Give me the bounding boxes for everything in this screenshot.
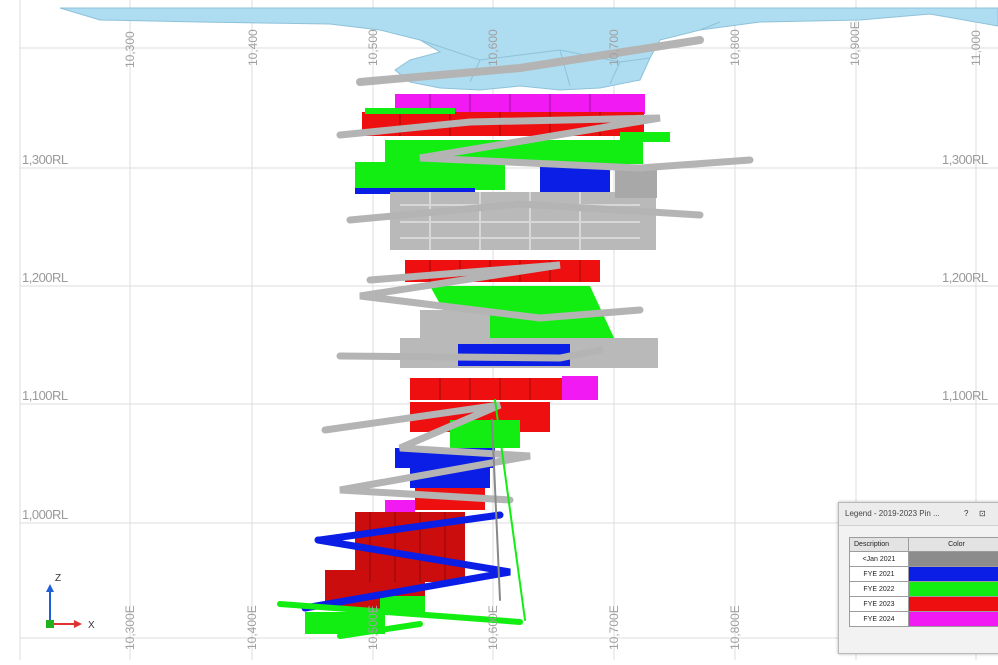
legend-row-description: <Jan 2021 xyxy=(850,552,909,567)
rl-label: 1,000RL xyxy=(22,507,68,522)
stope-block-fye-2021 xyxy=(540,166,610,194)
legend-panel[interactable]: Legend - 2019-2023 Pin ... ? ⊡ Descripti… xyxy=(838,502,998,654)
z-axis-arrow xyxy=(46,584,54,592)
legend-header-description: Description xyxy=(850,538,909,552)
legend-row-color xyxy=(909,582,998,597)
easting-label: 10,300E xyxy=(123,605,137,650)
dock-icon[interactable]: ⊡ xyxy=(979,503,986,525)
legend-row-description: FYE 2021 xyxy=(850,567,909,582)
legend-row: FYE 2021 xyxy=(850,567,998,582)
legend-title-bar[interactable]: Legend - 2019-2023 Pin ... ? ⊡ xyxy=(839,503,998,526)
y-axis-marker xyxy=(46,620,54,628)
legend-row-color xyxy=(909,597,998,612)
easting-label: 10,700E xyxy=(607,605,621,650)
rl-label: 1,200RL xyxy=(22,270,68,285)
legend-row: FYE 2022 xyxy=(850,582,998,597)
legend-row: FYE 2024 xyxy=(850,612,998,627)
easting-label: 10,400 xyxy=(246,29,260,66)
easting-label: 10,600 xyxy=(486,29,500,66)
easting-label: 10,900E xyxy=(848,21,862,66)
legend-row-color xyxy=(909,552,998,567)
x-axis-label: X xyxy=(88,620,95,631)
color-swatch xyxy=(909,582,998,596)
stope-block-fye-2024 xyxy=(562,376,598,400)
help-icon[interactable]: ? xyxy=(964,503,968,525)
legend-row-color xyxy=(909,567,998,582)
easting-label: 10,800E xyxy=(728,605,742,650)
legend-row-description: FYE 2022 xyxy=(850,582,909,597)
rl-label: 1,100RL xyxy=(942,388,988,403)
color-swatch xyxy=(909,552,998,566)
rl-label: 1,100RL xyxy=(22,388,68,403)
z-axis-label: Z xyxy=(55,573,61,584)
stope-block-fye-2022 xyxy=(365,108,455,114)
easting-label: 10,300 xyxy=(123,31,137,68)
easting-label: 10,500 xyxy=(366,29,380,66)
legend-row: <Jan 2021 xyxy=(850,552,998,567)
legend-row-description: FYE 2023 xyxy=(850,597,909,612)
rl-label: 1,300RL xyxy=(942,152,988,167)
color-swatch xyxy=(909,567,998,581)
rl-label: 1,300RL xyxy=(22,152,68,167)
easting-label: 10,400E xyxy=(245,605,259,650)
legend-header-color: Color xyxy=(909,538,998,552)
legend-row-description: FYE 2024 xyxy=(850,612,909,627)
easting-label: 10,800 xyxy=(728,29,742,66)
easting-label: 10,500E xyxy=(366,605,380,650)
easting-label: 10,700 xyxy=(607,29,621,66)
legend-title: Legend - 2019-2023 Pin ... xyxy=(845,509,940,518)
stope-block-fye-2023 xyxy=(410,378,565,400)
legend-rows: <Jan 2021 FYE 2021 FYE 2022 FYE 2023 FYE… xyxy=(850,552,998,627)
x-axis-arrow xyxy=(74,620,82,628)
rl-label: 1,200RL xyxy=(942,270,988,285)
axis-triad: Z X xyxy=(36,568,106,638)
stope-block-fye-2022 xyxy=(355,162,505,190)
color-swatch xyxy=(909,612,998,626)
legend-table: Description Color <Jan 2021 FYE 2021 FYE… xyxy=(849,537,998,627)
legend-row: FYE 2023 xyxy=(850,597,998,612)
color-swatch xyxy=(909,597,998,611)
easting-label: 10,600E xyxy=(486,605,500,650)
legend-row-color xyxy=(909,612,998,627)
easting-label: 11,000 xyxy=(969,30,983,66)
